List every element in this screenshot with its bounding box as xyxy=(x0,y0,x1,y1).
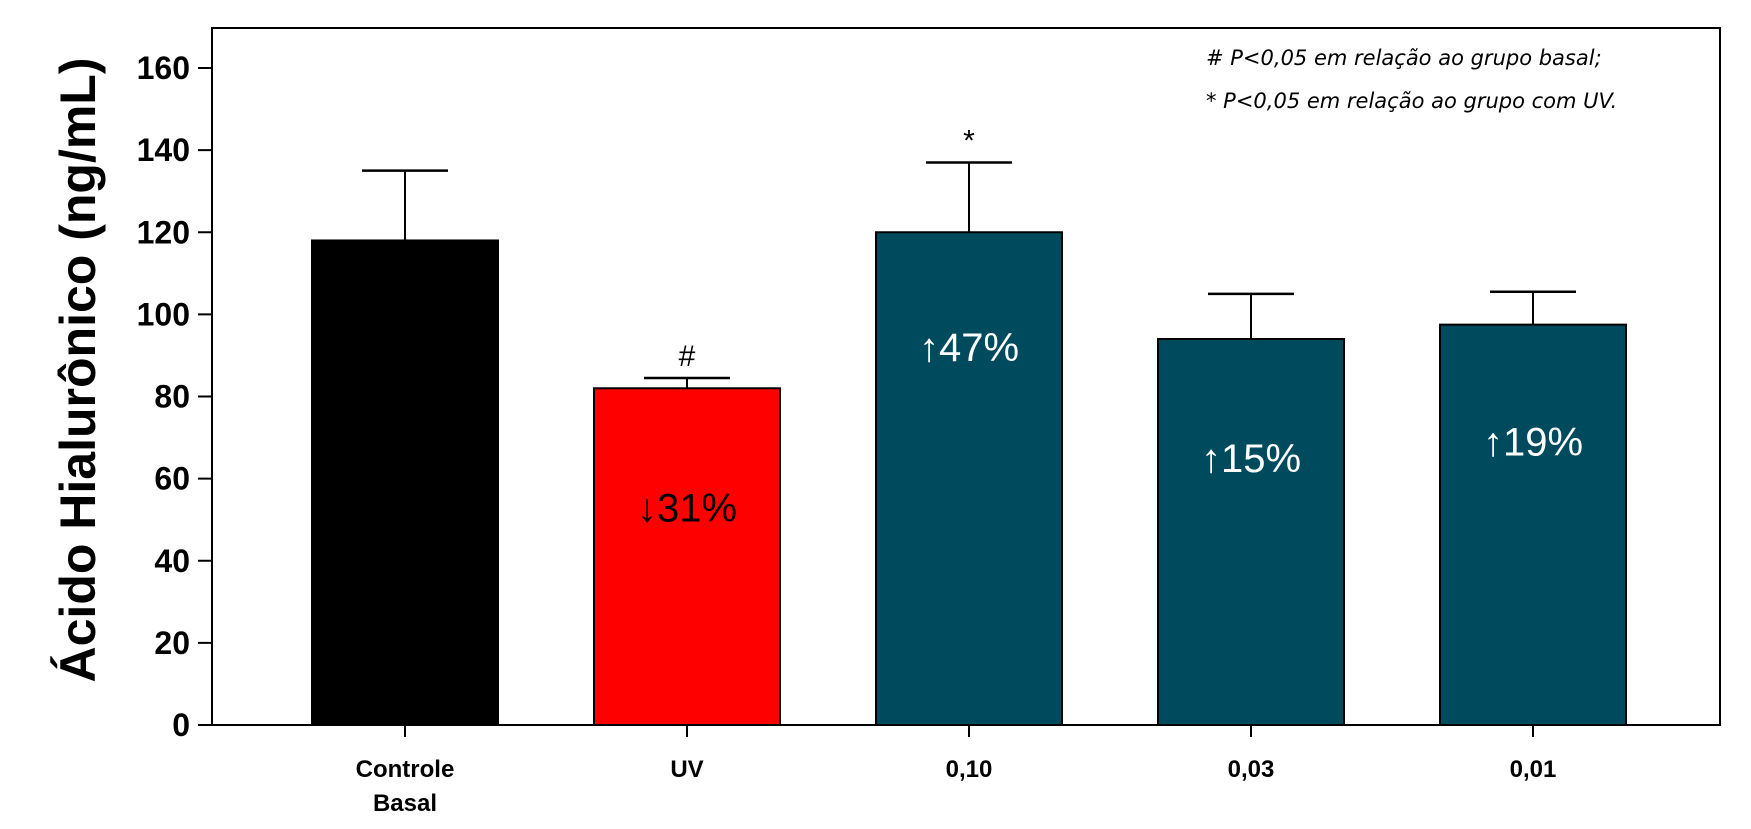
bar xyxy=(1157,338,1345,726)
x-axis-ticks: Controle Basal UV 0,10 0,03 0,01 xyxy=(356,725,1557,817)
significance-marks: #* xyxy=(679,124,976,373)
significance-mark: # xyxy=(679,340,696,373)
x-tick-label: 0,10 xyxy=(946,756,993,783)
x-tick-label: Controle xyxy=(356,756,455,783)
bar-percent-label: ↑47% xyxy=(919,326,1019,370)
significance-mark: * xyxy=(963,124,975,157)
y-tick-label: 0 xyxy=(172,707,190,743)
bar-percent-label: ↑15% xyxy=(1201,437,1301,481)
y-tick-label: 40 xyxy=(154,543,190,579)
significance-notes: # P<0,05 em relação ao grupo basal; * P<… xyxy=(1206,46,1617,113)
y-tick-label: 140 xyxy=(137,132,190,168)
note-basal: # P<0,05 em relação ao grupo basal; xyxy=(1206,46,1602,70)
bar xyxy=(311,239,499,726)
bar-percent-label: ↓31% xyxy=(637,486,737,530)
x-tick-label: UV xyxy=(670,756,703,783)
y-axis-label-group: Ácido Hialurônico (ng/mL) xyxy=(50,58,106,683)
note-uv: * P<0,05 em relação ao grupo com UV. xyxy=(1206,89,1617,113)
y-tick-label: 80 xyxy=(154,379,190,415)
plot-frame xyxy=(211,27,1721,726)
y-axis-ticks: 0 20 40 60 80 100 120 140 160 xyxy=(137,50,212,743)
x-tick-label: 0,01 xyxy=(1510,756,1557,783)
bar xyxy=(1439,323,1627,726)
bars xyxy=(311,231,1627,726)
bar xyxy=(593,387,781,726)
y-tick-label: 60 xyxy=(154,461,190,497)
bar-percent-label: ↑19% xyxy=(1483,421,1583,465)
y-tick-label: 160 xyxy=(137,50,190,86)
error-bars xyxy=(362,161,1576,389)
bar xyxy=(875,231,1063,726)
y-axis-label: Ácido Hialurônico (ng/mL) xyxy=(50,58,106,683)
axes xyxy=(211,27,1721,726)
bar-labels: ↓31% ↑47% ↑15% ↑19% xyxy=(637,326,1583,530)
x-tick-label-line2: Basal xyxy=(373,790,437,817)
y-tick-label: 100 xyxy=(137,296,190,332)
x-tick-label: 0,03 xyxy=(1228,756,1275,783)
y-tick-label: 20 xyxy=(154,625,190,661)
y-tick-label: 120 xyxy=(137,214,190,250)
